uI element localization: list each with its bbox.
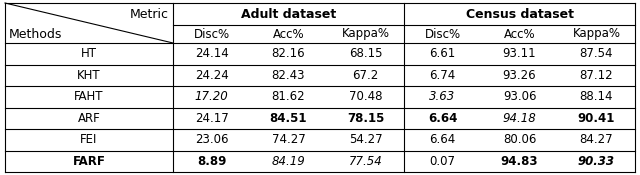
- Text: Acc%: Acc%: [273, 27, 304, 40]
- Text: 84.51: 84.51: [269, 112, 307, 125]
- Text: Metric: Metric: [130, 8, 169, 20]
- Text: 17.20: 17.20: [195, 90, 228, 103]
- Text: 87.12: 87.12: [580, 69, 613, 82]
- Text: FEI: FEI: [80, 133, 98, 146]
- Text: 24.14: 24.14: [195, 47, 228, 60]
- Text: Adult dataset: Adult dataset: [241, 8, 336, 20]
- Text: 6.64: 6.64: [429, 133, 456, 146]
- Text: FARF: FARF: [72, 155, 106, 168]
- Text: 24.17: 24.17: [195, 112, 228, 125]
- Text: 24.24: 24.24: [195, 69, 228, 82]
- Text: 82.16: 82.16: [272, 47, 305, 60]
- Text: 84.19: 84.19: [271, 155, 305, 168]
- Text: 68.15: 68.15: [349, 47, 382, 60]
- Text: 54.27: 54.27: [349, 133, 382, 146]
- Text: ARF: ARF: [77, 112, 100, 125]
- Text: 81.62: 81.62: [272, 90, 305, 103]
- Text: Census dataset: Census dataset: [465, 8, 573, 20]
- Text: Kappa%: Kappa%: [573, 27, 621, 40]
- Text: HT: HT: [81, 47, 97, 60]
- Text: Disc%: Disc%: [193, 27, 230, 40]
- Text: KHT: KHT: [77, 69, 101, 82]
- Text: Kappa%: Kappa%: [342, 27, 390, 40]
- Text: 90.33: 90.33: [578, 155, 615, 168]
- Text: 74.27: 74.27: [271, 133, 305, 146]
- Text: 6.74: 6.74: [429, 69, 456, 82]
- Text: FAHT: FAHT: [74, 90, 104, 103]
- Text: 0.07: 0.07: [429, 155, 456, 168]
- Text: 93.06: 93.06: [503, 90, 536, 103]
- Text: 87.54: 87.54: [580, 47, 613, 60]
- Text: 6.64: 6.64: [428, 112, 457, 125]
- Text: 88.14: 88.14: [580, 90, 613, 103]
- Text: Acc%: Acc%: [504, 27, 535, 40]
- Text: 3.63: 3.63: [429, 90, 456, 103]
- Text: 94.18: 94.18: [502, 112, 536, 125]
- Text: 77.54: 77.54: [349, 155, 382, 168]
- Text: 6.61: 6.61: [429, 47, 456, 60]
- Text: 67.2: 67.2: [353, 69, 379, 82]
- Text: 82.43: 82.43: [272, 69, 305, 82]
- Text: 70.48: 70.48: [349, 90, 382, 103]
- Text: 93.11: 93.11: [502, 47, 536, 60]
- Text: 93.26: 93.26: [502, 69, 536, 82]
- Text: 84.27: 84.27: [580, 133, 613, 146]
- Text: 94.83: 94.83: [500, 155, 538, 168]
- Text: 80.06: 80.06: [503, 133, 536, 146]
- Text: Methods: Methods: [9, 27, 62, 40]
- Text: 78.15: 78.15: [347, 112, 384, 125]
- Text: 23.06: 23.06: [195, 133, 228, 146]
- Text: 90.41: 90.41: [578, 112, 615, 125]
- Text: Disc%: Disc%: [424, 27, 461, 40]
- Text: 8.89: 8.89: [197, 155, 226, 168]
